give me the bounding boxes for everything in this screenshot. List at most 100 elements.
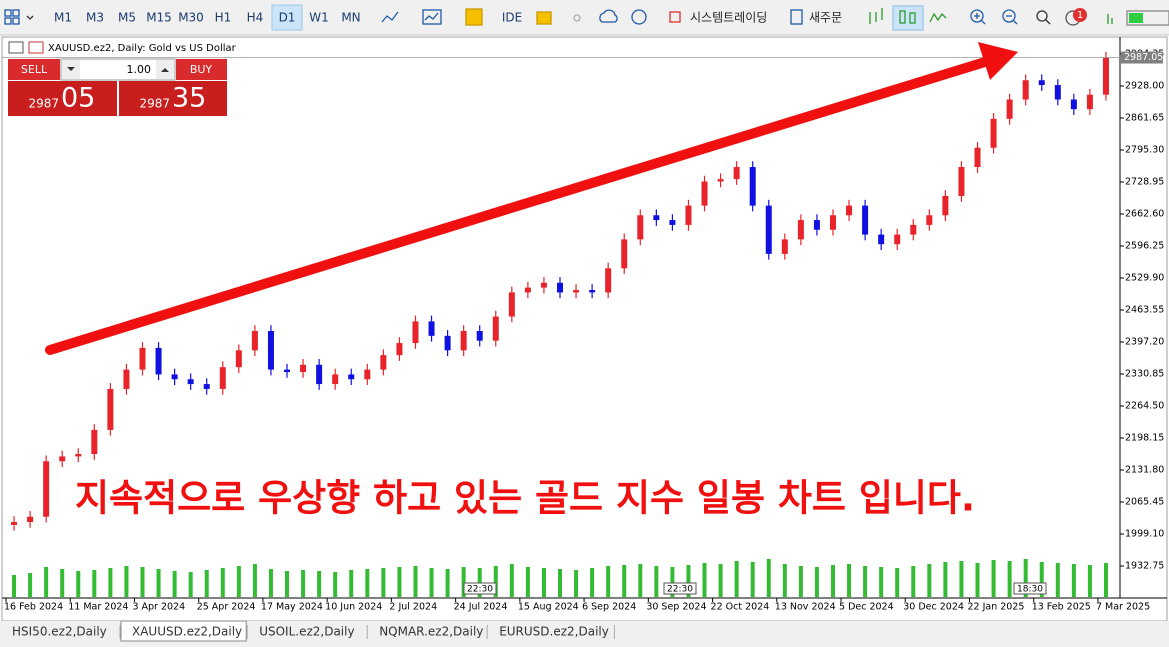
volume-bar bbox=[943, 562, 948, 597]
volume-bar bbox=[670, 567, 675, 597]
session-label: 22:30 bbox=[667, 585, 693, 595]
volume-bar bbox=[606, 566, 611, 597]
y-tick-label: 2529.90 bbox=[1125, 273, 1164, 284]
volume-bar bbox=[1071, 564, 1076, 597]
candle-body bbox=[11, 522, 18, 525]
volume-bar bbox=[333, 572, 338, 597]
volume-bar bbox=[654, 566, 659, 597]
volume-bar bbox=[108, 568, 113, 597]
tab[interactable]: EURUSD.ez2,Daily bbox=[499, 625, 609, 639]
timeframe-button[interactable]: MN bbox=[341, 11, 360, 25]
buy-price-box[interactable] bbox=[119, 81, 227, 116]
candle-body bbox=[990, 118, 997, 148]
candle-body bbox=[1086, 94, 1093, 110]
tab[interactable]: USOIL.ez2,Daily bbox=[259, 625, 354, 639]
volume-bar bbox=[156, 569, 161, 597]
volume-bar bbox=[686, 565, 691, 597]
x-tick-label: 22 Jan 2025 bbox=[967, 602, 1024, 613]
candle-body bbox=[653, 215, 660, 221]
candle-body bbox=[605, 268, 612, 293]
candle-body bbox=[476, 331, 483, 341]
lot-up-icon bbox=[161, 68, 169, 72]
timeframe-button[interactable]: M5 bbox=[118, 11, 136, 25]
plot-area: 2994.352928.002861.652795.302728.952662.… bbox=[2, 49, 1164, 613]
volume-bar bbox=[798, 566, 803, 597]
buy-label: BUY bbox=[190, 63, 213, 76]
candle-body bbox=[1006, 99, 1013, 119]
y-tick-label: 2728.95 bbox=[1125, 177, 1164, 188]
volume-bar bbox=[236, 566, 241, 597]
candle-body bbox=[1038, 80, 1045, 86]
x-tick-label: 30 Sep 2024 bbox=[646, 602, 706, 613]
annotation: 지속적으로 우상향 하고 있는 골드 지수 일봉 차트 입니다. bbox=[75, 477, 975, 520]
y-tick-label: 2330.85 bbox=[1125, 369, 1164, 380]
sell-label: SELL bbox=[21, 63, 48, 76]
tab[interactable]: XAUUSD.ez2,Daily bbox=[132, 625, 242, 639]
volume-bar bbox=[1007, 561, 1012, 597]
tab-active bbox=[120, 620, 247, 642]
candle-body bbox=[267, 331, 274, 370]
candle-body bbox=[701, 181, 708, 206]
y-tick-label: 1932.75 bbox=[1125, 561, 1164, 572]
volume-bar bbox=[365, 569, 370, 597]
sell-button[interactable] bbox=[8, 59, 60, 80]
volume-bar bbox=[541, 568, 546, 597]
volume-bar bbox=[525, 567, 530, 597]
volume-bar bbox=[734, 561, 739, 597]
timeframe-button[interactable]: M30 bbox=[178, 11, 204, 25]
sell-price-box[interactable] bbox=[8, 81, 117, 116]
y-tick-label: 2795.30 bbox=[1125, 145, 1164, 156]
timeframe-button[interactable]: M3 bbox=[86, 11, 104, 25]
volume-bar bbox=[12, 575, 17, 597]
candle-body bbox=[396, 343, 403, 356]
x-tick-label: 30 Dec 2024 bbox=[903, 602, 964, 613]
lot-box[interactable] bbox=[60, 58, 176, 81]
y-tick-label: 2861.65 bbox=[1125, 113, 1164, 124]
timeframe-button[interactable]: M15 bbox=[146, 11, 172, 25]
tab[interactable]: HSI50.ez2,Daily bbox=[12, 625, 107, 639]
buy-button[interactable] bbox=[176, 59, 227, 80]
candle-body bbox=[894, 234, 901, 245]
y-tick-label: 2065.45 bbox=[1125, 497, 1164, 508]
system-trading-button[interactable]: 시스템트레이딩 bbox=[690, 11, 767, 25]
trend-arrow bbox=[45, 42, 1018, 355]
candle-body bbox=[765, 205, 772, 254]
candle-body bbox=[332, 374, 339, 385]
volume-bar bbox=[268, 569, 273, 597]
candle-body bbox=[717, 179, 724, 182]
new-order-button[interactable]: 새주문 bbox=[809, 11, 842, 25]
candle-body bbox=[942, 195, 949, 216]
timeframe-group: M1 M3 M5 M15 M30 H1 H4 D1 W1 MN bbox=[54, 4, 361, 31]
candle-body bbox=[797, 220, 804, 240]
volume-bar bbox=[1023, 559, 1028, 597]
timeframe-button[interactable]: D1 bbox=[279, 11, 296, 25]
candle-body bbox=[428, 321, 435, 336]
volume-bar bbox=[782, 564, 787, 597]
x-tick-label: 11 Mar 2024 bbox=[68, 602, 128, 613]
candle-body bbox=[364, 369, 371, 380]
volume-bar bbox=[863, 566, 868, 597]
candle-body bbox=[492, 316, 499, 341]
volume-bar bbox=[172, 571, 177, 597]
ide-button[interactable]: IDE bbox=[502, 11, 522, 25]
timeframe-button[interactable]: H4 bbox=[247, 11, 264, 25]
candle-body bbox=[637, 215, 644, 240]
timeframe-button[interactable]: W1 bbox=[309, 11, 329, 25]
volume-bar bbox=[204, 570, 209, 597]
candle-body bbox=[251, 331, 258, 351]
x-tick-label: 10 Jun 2024 bbox=[325, 602, 382, 613]
candle-body bbox=[171, 374, 178, 380]
volume-bar bbox=[814, 567, 819, 597]
candle-body bbox=[348, 374, 355, 380]
notification-count: 1 bbox=[1077, 10, 1083, 21]
x-tick-label: 17 May 2024 bbox=[261, 602, 323, 613]
volume-bar bbox=[429, 568, 434, 597]
timeframe-button[interactable]: H1 bbox=[215, 11, 232, 25]
y-tick-label: 2198.15 bbox=[1125, 433, 1164, 444]
y-tick-label: 2264.50 bbox=[1125, 401, 1164, 412]
tab[interactable]: NQMAR.ez2,Daily bbox=[379, 625, 483, 639]
candle-body bbox=[557, 282, 563, 293]
timeframe-button[interactable]: M1 bbox=[54, 11, 72, 25]
candle-body bbox=[412, 321, 419, 344]
volume-bar bbox=[44, 567, 49, 597]
